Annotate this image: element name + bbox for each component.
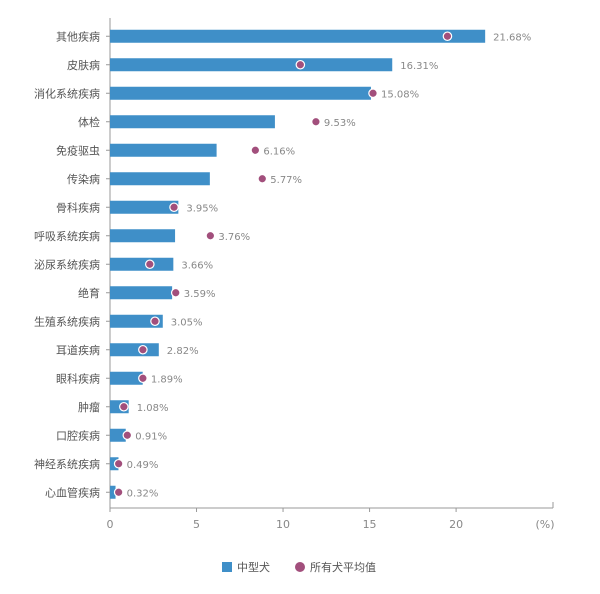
x-unit-label: (%) — [535, 518, 554, 531]
bar — [110, 343, 159, 357]
value-label: 0.49% — [127, 460, 159, 471]
average-dot — [113, 487, 124, 498]
average-dot — [150, 316, 160, 327]
value-label: 3.05% — [171, 317, 203, 328]
bar — [110, 286, 173, 300]
bar — [110, 200, 179, 214]
category-label: 消化系统疾病 — [34, 86, 100, 100]
value-label: 16.31% — [400, 61, 438, 72]
legend: 中型犬 所有犬平均值 — [222, 560, 376, 574]
legend-label-dot: 所有犬平均值 — [310, 560, 376, 574]
category-label: 皮肤病 — [67, 58, 100, 72]
bar — [110, 86, 371, 100]
category-label: 骨科疾病 — [56, 200, 100, 214]
average-dot — [368, 88, 378, 99]
value-label: 1.08% — [137, 403, 169, 414]
category-label: 眼科疾病 — [56, 371, 100, 385]
value-label: 3.95% — [186, 203, 218, 214]
value-label: 0.91% — [135, 431, 167, 442]
average-dot — [170, 287, 181, 298]
bar — [110, 428, 126, 442]
x-tick-label: 20 — [449, 518, 463, 531]
value-label: 3.59% — [184, 289, 216, 300]
category-label: 免疫驱虫 — [56, 143, 100, 157]
bar — [110, 371, 143, 385]
bar — [110, 29, 486, 43]
category-label: 耳道疾病 — [56, 343, 100, 357]
bar — [110, 115, 275, 129]
category-label: 口腔疾病 — [56, 428, 100, 442]
value-label: 21.68% — [493, 32, 531, 43]
value-label: 2.82% — [167, 346, 199, 357]
value-label: 3.66% — [181, 260, 213, 271]
category-label: 传染病 — [67, 172, 100, 186]
value-label: 15.08% — [381, 89, 419, 100]
legend-swatch-dot — [295, 562, 305, 572]
category-label: 体检 — [78, 115, 100, 129]
legend-label-bar: 中型犬 — [237, 560, 270, 574]
average-dot — [442, 31, 453, 42]
average-dot — [145, 259, 155, 270]
value-label: 6.16% — [263, 146, 295, 157]
x-tick-label: 10 — [276, 518, 290, 531]
x-tick-label: 0 — [107, 518, 114, 531]
category-label: 泌尿系统疾病 — [34, 257, 100, 271]
average-dot — [138, 344, 148, 355]
average-dot — [169, 202, 179, 213]
value-label: 3.76% — [218, 232, 250, 243]
category-label: 绝育 — [78, 286, 100, 300]
bar — [110, 143, 217, 157]
bar — [110, 58, 393, 72]
category-label: 其他疾病 — [56, 29, 100, 43]
category-label: 心血管疾病 — [45, 485, 100, 499]
average-dot — [205, 230, 216, 241]
plot-area: 0 5 10 15 20 (%) 其他疾病 21.68% 皮肤病 16.31% 消化系统疾病 15.0… — [34, 18, 555, 531]
average-dot — [113, 458, 124, 469]
x-tick-label: 5 — [193, 518, 200, 531]
average-dot — [138, 373, 148, 384]
value-label: 1.89% — [151, 374, 183, 385]
average-dot — [122, 430, 133, 441]
average-dot — [295, 59, 306, 70]
category-label: 呼吸系统疾病 — [34, 229, 100, 243]
average-dot — [250, 145, 261, 156]
category-label: 肿瘤 — [78, 400, 100, 414]
average-dot — [119, 401, 129, 412]
value-label: 0.32% — [127, 488, 159, 499]
category-label: 神经系统疾病 — [34, 457, 100, 471]
value-label: 9.53% — [324, 118, 356, 129]
bar — [110, 172, 210, 186]
legend-swatch-bar — [222, 562, 232, 572]
x-tick-label: 15 — [363, 518, 377, 531]
average-dot — [257, 173, 268, 184]
average-dot — [311, 116, 321, 127]
category-label: 生殖系统疾病 — [34, 314, 100, 328]
bar — [110, 485, 116, 499]
bar — [110, 257, 174, 271]
bar — [110, 314, 163, 328]
value-label: 5.77% — [270, 175, 302, 186]
bar — [110, 229, 176, 243]
